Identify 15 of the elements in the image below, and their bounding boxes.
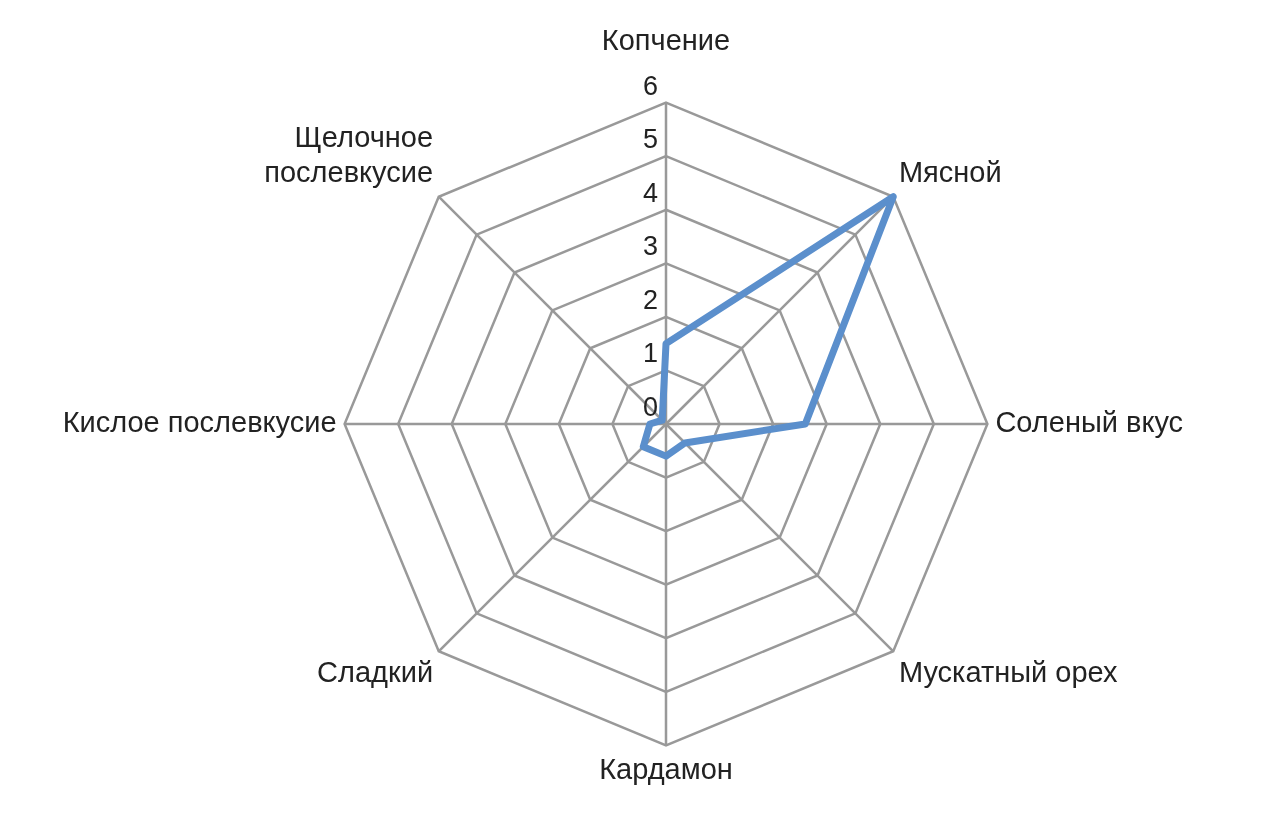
spoke-label: Соленый вкус: [995, 406, 1184, 438]
y-tick-label: 5: [642, 124, 658, 155]
spoke-label: Мясной: [898, 155, 1002, 188]
y-tick-label: 0: [642, 391, 658, 422]
spoke-label: Кардамон: [599, 752, 733, 785]
y-tick-label: 3: [642, 231, 658, 262]
y-tick-label: 6: [642, 70, 658, 101]
spoke-label: Сладкий: [317, 656, 434, 689]
spoke-label: Щелочное послевкусие: [264, 120, 434, 188]
spoke-label: Копчение: [601, 24, 731, 57]
spoke-label: Мускатный орех: [898, 656, 1119, 689]
y-tick-label: 2: [642, 284, 658, 315]
y-tick-label: 1: [642, 338, 658, 369]
y-tick-label: 4: [642, 177, 658, 208]
spoke-label: Кислое послевкусие: [62, 406, 337, 438]
